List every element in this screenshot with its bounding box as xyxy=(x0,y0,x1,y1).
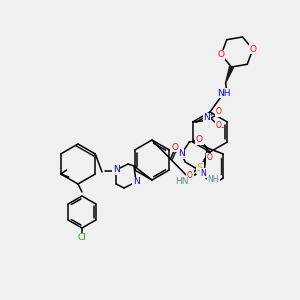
Text: O: O xyxy=(216,107,222,116)
Text: O: O xyxy=(196,136,203,145)
Text: O: O xyxy=(187,172,193,181)
Text: O: O xyxy=(207,154,213,163)
Text: O: O xyxy=(171,142,178,152)
Text: NH: NH xyxy=(208,176,219,184)
Text: N: N xyxy=(203,113,210,122)
Polygon shape xyxy=(226,66,233,83)
Text: +: + xyxy=(208,112,213,116)
Text: N: N xyxy=(200,169,206,178)
Text: N: N xyxy=(133,178,140,187)
Text: O: O xyxy=(218,50,225,59)
Text: O: O xyxy=(249,45,256,54)
Text: −: − xyxy=(221,125,226,131)
Text: S: S xyxy=(197,163,203,173)
Text: NH: NH xyxy=(217,88,230,98)
Text: N: N xyxy=(112,166,119,175)
Text: O: O xyxy=(216,122,222,130)
Text: N: N xyxy=(178,149,185,158)
Text: Cl: Cl xyxy=(78,233,86,242)
Text: HN: HN xyxy=(175,178,189,187)
